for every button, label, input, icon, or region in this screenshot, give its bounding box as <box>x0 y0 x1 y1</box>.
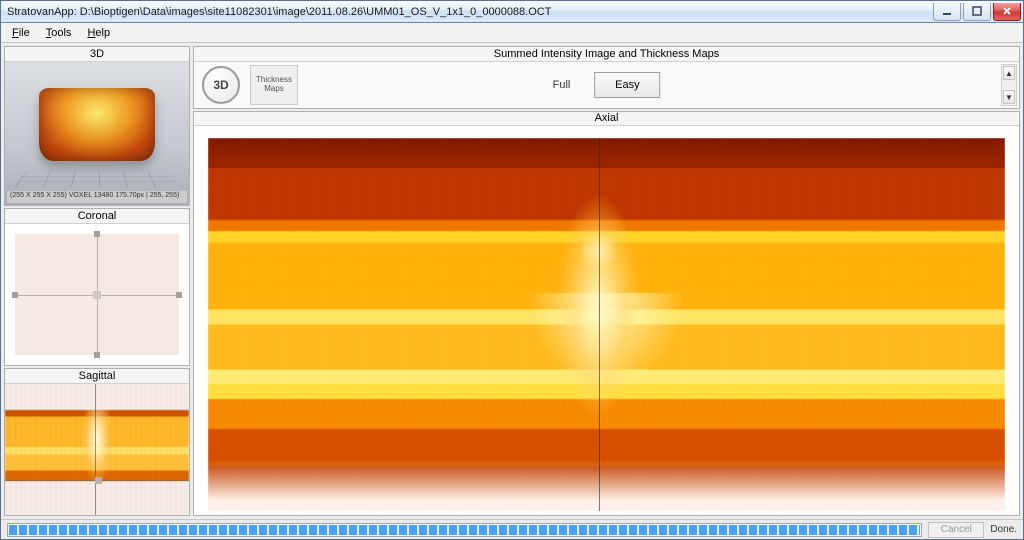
menu-file[interactable]: File <box>5 25 37 41</box>
panel-3d: 3D (255 X 255 X 255) VOXEL 13480 175.70p… <box>4 46 190 206</box>
axial-image <box>208 138 1005 511</box>
mode-easy-button[interactable]: Easy <box>594 72 660 98</box>
scroll-up-icon[interactable]: ▲ <box>1003 66 1015 80</box>
left-column: 3D (255 X 255 X 255) VOXEL 13480 175.70p… <box>4 46 190 516</box>
panel-summed: Summed Intensity Image and Thickness Map… <box>193 46 1020 109</box>
panel-axial-title: Axial <box>194 112 1019 126</box>
mode-full-label[interactable]: Full <box>553 79 571 91</box>
grid-floor <box>15 171 179 187</box>
maximize-button[interactable] <box>963 3 991 21</box>
sagittal-image <box>5 384 189 515</box>
progress-bar <box>7 523 922 537</box>
fovea <box>527 293 686 390</box>
bottom-fade <box>208 459 1005 511</box>
tick-center <box>93 291 101 299</box>
panel-axial-viewport[interactable] <box>194 126 1019 515</box>
retina-scan <box>208 138 1005 511</box>
titlebar[interactable]: StratovanApp: D:\Bioptigen\Data\images\s… <box>1 1 1023 23</box>
summed-controls: 3D Thickness Maps Full Easy ▲ ▼ <box>194 62 1019 108</box>
panel-coronal-title: Coronal <box>5 209 189 224</box>
sagittal-tick <box>95 477 102 484</box>
window-buttons <box>931 3 1021 21</box>
cancel-button: Cancel <box>928 522 984 538</box>
scroll-down-icon[interactable]: ▼ <box>1003 90 1015 104</box>
coronal-canvas <box>15 234 179 355</box>
menu-help[interactable]: Help <box>80 25 117 41</box>
panel-coronal-viewport[interactable] <box>5 224 189 365</box>
progress-fill <box>9 525 920 535</box>
statusbar: Cancel Done. <box>1 519 1023 539</box>
panel-3d-title: 3D <box>5 47 189 62</box>
panel-summed-title: Summed Intensity Image and Thickness Map… <box>194 47 1019 62</box>
tick <box>94 352 100 358</box>
sagittal-crosshair-v <box>95 384 96 515</box>
window-title: StratovanApp: D:\Bioptigen\Data\images\s… <box>7 6 931 18</box>
panel-sagittal-viewport[interactable] <box>5 384 189 515</box>
right-column: Summed Intensity Image and Thickness Map… <box>193 46 1020 516</box>
status-done: Done. <box>990 524 1017 535</box>
panel-sagittal-title: Sagittal <box>5 369 189 384</box>
tick <box>12 292 18 298</box>
thickness-maps-button[interactable]: Thickness Maps <box>250 65 298 105</box>
menubar: File Tools Help <box>1 23 1023 43</box>
tick <box>176 292 182 298</box>
minimize-button[interactable] <box>933 3 961 21</box>
tick <box>94 231 100 237</box>
app-window: StratovanApp: D:\Bioptigen\Data\images\s… <box>0 0 1024 540</box>
panel-sagittal: Sagittal <box>4 368 190 516</box>
panel-3d-status: (255 X 255 X 255) VOXEL 13480 175.70px |… <box>7 191 187 203</box>
mode-area: Full Easy <box>553 72 661 98</box>
panel-axial: Axial <box>193 111 1020 516</box>
summed-scrollbar[interactable]: ▲ ▼ <box>1001 64 1017 106</box>
view3d-button[interactable]: 3D <box>202 66 240 104</box>
close-button[interactable] <box>993 3 1021 21</box>
menu-tools[interactable]: Tools <box>39 25 79 41</box>
panel-3d-viewport[interactable]: (255 X 255 X 255) VOXEL 13480 175.70px |… <box>5 62 189 205</box>
volume-render <box>39 88 155 161</box>
content-area: 3D (255 X 255 X 255) VOXEL 13480 175.70p… <box>1 43 1023 519</box>
panel-coronal: Coronal <box>4 208 190 366</box>
axial-crosshair-v <box>599 138 600 511</box>
